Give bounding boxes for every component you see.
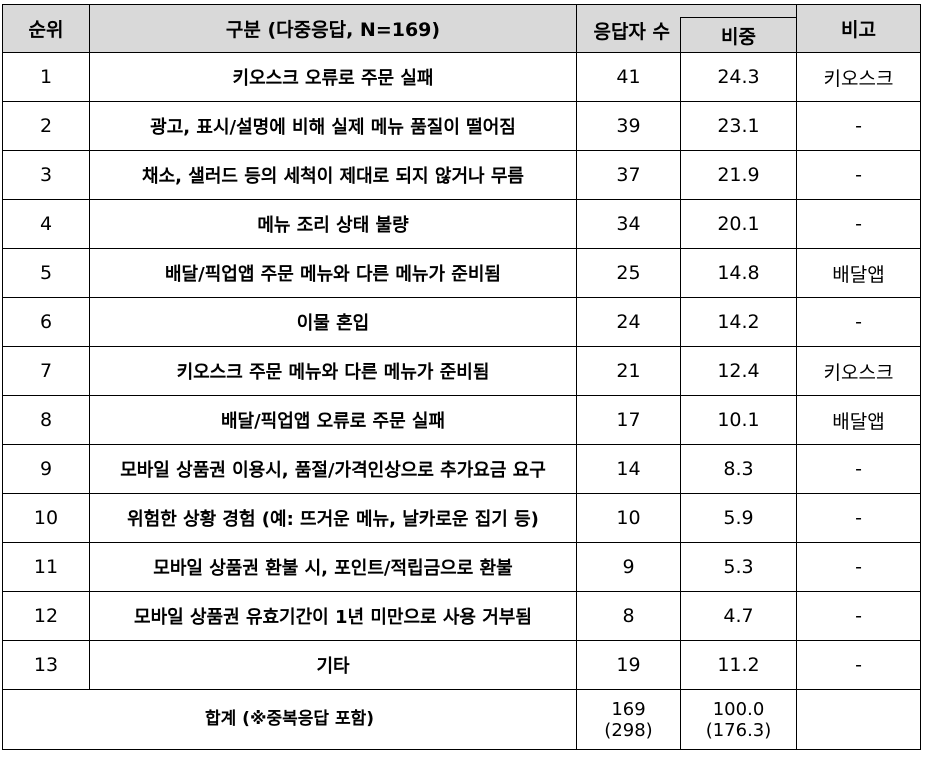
rank-cell: 11	[2, 542, 90, 592]
rank-cell: 6	[2, 297, 90, 347]
ratio-cell: 21.9	[680, 150, 797, 200]
total-ratio-duplicate: (176.3)	[705, 719, 772, 741]
total-label: 합계 (※중복응답 포함)	[2, 689, 577, 750]
rank-cell: 7	[2, 346, 90, 396]
category-cell: 배달/픽업앱 오류로 주문 실패	[89, 395, 577, 445]
count-cell: 37	[576, 150, 681, 200]
header-respondents-ratio: 응답자 수 비중	[576, 4, 797, 53]
count-cell: 41	[576, 52, 681, 102]
total-ratio: 100.0 (176.3)	[680, 689, 797, 750]
rank-cell: 2	[2, 101, 90, 151]
count-cell: 25	[576, 248, 681, 298]
rank-cell: 1	[2, 52, 90, 102]
header-category: 구분 (다중응답, N=169)	[89, 4, 577, 53]
rank-cell: 10	[2, 493, 90, 543]
note-cell: -	[796, 542, 921, 592]
header-respondents: 응답자 수	[593, 21, 671, 43]
note-cell: 키오스크	[796, 52, 921, 102]
count-cell: 8	[576, 591, 681, 641]
category-cell: 키오스크 주문 메뉴와 다른 메뉴가 준비됨	[89, 346, 577, 396]
ratio-cell: 5.9	[680, 493, 797, 543]
count-cell: 10	[576, 493, 681, 543]
rank-cell: 4	[2, 199, 90, 249]
category-cell: 모바일 상품권 이용시, 품절/가격인상으로 추가요금 요구	[89, 444, 577, 494]
count-cell: 17	[576, 395, 681, 445]
table-row: 5 배달/픽업앱 주문 메뉴와 다른 메뉴가 준비됨 25 14.8 배달앱	[2, 248, 921, 298]
ratio-cell: 12.4	[680, 346, 797, 396]
table-row: 11 모바일 상품권 환불 시, 포인트/적립금으로 환불 9 5.3-	[2, 542, 921, 592]
table-row: 3 채소, 샐러드 등의 세척이 제대로 되지 않거나 무름 37 21.9-	[2, 150, 921, 200]
category-cell: 모바일 상품권 환불 시, 포인트/적립금으로 환불	[89, 542, 577, 592]
note-cell: -	[796, 101, 921, 151]
header-rank: 순위	[2, 4, 90, 53]
count-cell: 24	[576, 297, 681, 347]
ratio-cell: 14.2	[680, 297, 797, 347]
ratio-cell: 11.2	[680, 640, 797, 690]
note-cell: 배달앱	[796, 395, 921, 445]
survey-table: 순위 구분 (다중응답, N=169) 응답자 수 비중 비고 1 키오스크 오류…	[2, 4, 921, 750]
note-cell: -	[796, 150, 921, 200]
total-row: 합계 (※중복응답 포함) 169 (298) 100.0 (176.3)	[2, 689, 921, 750]
header-note: 비고	[796, 4, 921, 53]
table-row: 2 광고, 표시/설명에 비해 실제 메뉴 품질이 떨어짐 39 23.1-	[2, 101, 921, 151]
note-cell: 키오스크	[796, 346, 921, 396]
category-cell: 메뉴 조리 상태 불량	[89, 199, 577, 249]
category-cell: 배달/픽업앱 주문 메뉴와 다른 메뉴가 준비됨	[89, 248, 577, 298]
ratio-cell: 24.3	[680, 52, 797, 102]
total-count: 169 (298)	[576, 689, 681, 750]
ratio-cell: 8.3	[680, 444, 797, 494]
table-row: 12 모바일 상품권 유효기간이 1년 미만으로 사용 거부됨 8 4.7-	[2, 591, 921, 641]
category-cell: 모바일 상품권 유효기간이 1년 미만으로 사용 거부됨	[89, 591, 577, 641]
header-ratio: 비중	[679, 17, 796, 52]
ratio-cell: 5.3	[680, 542, 797, 592]
ratio-cell: 20.1	[680, 199, 797, 249]
count-cell: 34	[576, 199, 681, 249]
category-cell: 키오스크 오류로 주문 실패	[89, 52, 577, 102]
count-cell: 9	[576, 542, 681, 592]
table-row: 10 위험한 상황 경험 (예: 뜨거운 메뉴, 날카로운 집기 등) 10 5.9-	[2, 493, 921, 543]
table-body: 1 키오스크 오류로 주문 실패 41 24.3 키오스크 2 광고, 표시/설명에 비해 …	[2, 52, 921, 750]
total-count-duplicate: (298)	[604, 719, 653, 741]
table-row: 7 키오스크 주문 메뉴와 다른 메뉴가 준비됨 21 12.4 키오스크	[2, 346, 921, 396]
note-cell: -	[796, 199, 921, 249]
table-row: 4 메뉴 조리 상태 불량 34 20.1-	[2, 199, 921, 249]
category-cell: 광고, 표시/설명에 비해 실제 메뉴 품질이 떨어짐	[89, 101, 577, 151]
table-row: 1 키오스크 오류로 주문 실패 41 24.3 키오스크	[2, 52, 921, 102]
category-cell: 기타	[89, 640, 577, 690]
ratio-cell: 14.8	[680, 248, 797, 298]
note-cell: -	[796, 493, 921, 543]
rank-cell: 5	[2, 248, 90, 298]
ratio-cell: 10.1	[680, 395, 797, 445]
category-cell: 채소, 샐러드 등의 세척이 제대로 되지 않거나 무름	[89, 150, 577, 200]
total-ratio-value: 100.0	[712, 698, 765, 720]
rank-cell: 12	[2, 591, 90, 641]
total-count-value: 169	[611, 698, 646, 720]
count-cell: 21	[576, 346, 681, 396]
category-cell: 이물 혼입	[89, 297, 577, 347]
note-cell: -	[796, 444, 921, 494]
table-row: 9 모바일 상품권 이용시, 품절/가격인상으로 추가요금 요구 14 8.3-	[2, 444, 921, 494]
table-row: 6 이물 혼입 24 14.2-	[2, 297, 921, 347]
count-cell: 39	[576, 101, 681, 151]
note-cell: -	[796, 640, 921, 690]
ratio-cell: 4.7	[680, 591, 797, 641]
note-cell: -	[796, 297, 921, 347]
rank-cell: 13	[2, 640, 90, 690]
header-row: 순위 구분 (다중응답, N=169) 응답자 수 비중 비고	[2, 4, 921, 53]
count-cell: 14	[576, 444, 681, 494]
table-row: 8 배달/픽업앱 오류로 주문 실패 17 10.1 배달앱	[2, 395, 921, 445]
note-cell: 배달앱	[796, 248, 921, 298]
count-cell: 19	[576, 640, 681, 690]
rank-cell: 3	[2, 150, 90, 200]
rank-cell: 8	[2, 395, 90, 445]
table-row: 13 기타 19 11.2-	[2, 640, 921, 690]
total-note	[796, 689, 921, 750]
category-cell: 위험한 상황 경험 (예: 뜨거운 메뉴, 날카로운 집기 등)	[89, 493, 577, 543]
rank-cell: 9	[2, 444, 90, 494]
note-cell: -	[796, 591, 921, 641]
ratio-cell: 23.1	[680, 101, 797, 151]
